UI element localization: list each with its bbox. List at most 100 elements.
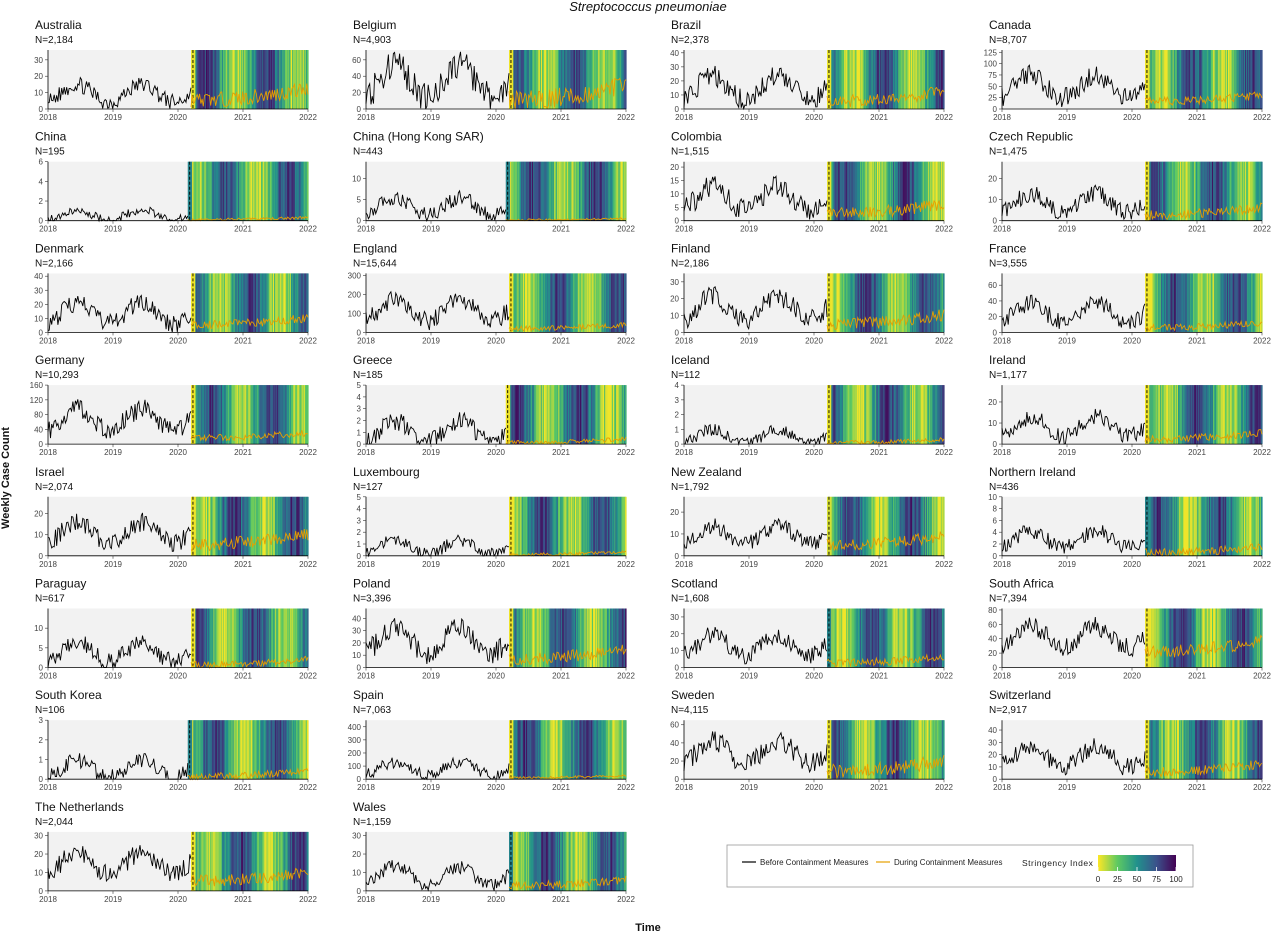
- stringency-band: [533, 273, 536, 333]
- stringency-band: [537, 720, 540, 780]
- stringency-band: [1166, 720, 1168, 780]
- stringency-band: [215, 608, 218, 668]
- stringency-band: [848, 608, 850, 668]
- stringency-band: [1202, 720, 1205, 780]
- stringency-band: [560, 273, 562, 333]
- stringency-band: [198, 385, 201, 445]
- stringency-band: [1159, 608, 1162, 668]
- stringency-band: [282, 161, 285, 221]
- stringency-band: [589, 385, 592, 445]
- stringency-band: [193, 608, 195, 668]
- panel-n-label: N=112: [671, 370, 700, 381]
- stringency-band: [209, 831, 211, 891]
- stringency-band: [583, 720, 586, 780]
- stringency-band: [228, 496, 230, 556]
- stringency-band: [1177, 50, 1180, 109]
- stringency-band: [588, 831, 591, 891]
- stringency-band: [196, 496, 198, 556]
- stringency-band: [507, 385, 510, 445]
- stringency-band: [255, 50, 258, 109]
- stringency-bands: [827, 608, 945, 668]
- stringency-band: [613, 496, 615, 556]
- stringency-band: [1192, 273, 1195, 333]
- stringency-band: [544, 50, 546, 109]
- stringency-band: [906, 385, 909, 445]
- stringency-band: [202, 496, 205, 556]
- stringency-band: [223, 385, 226, 445]
- panel-country-label: England: [353, 241, 397, 255]
- stringency-band: [267, 496, 270, 556]
- stringency-band: [192, 385, 194, 445]
- stringency-band: [869, 496, 872, 556]
- stringency-band: [851, 608, 854, 668]
- stringency-band: [260, 720, 263, 780]
- stringency-band: [840, 496, 843, 556]
- x-tick-label: 2022: [617, 336, 635, 345]
- stringency-band: [1160, 720, 1163, 780]
- stringency-band: [1177, 720, 1180, 780]
- stringency-band: [612, 831, 614, 891]
- stringency-band: [239, 720, 241, 780]
- stringency-band: [1258, 608, 1261, 668]
- stringency-band: [1260, 608, 1263, 668]
- stringency-band: [1239, 608, 1242, 668]
- stringency-band: [1197, 496, 1199, 556]
- panel-country-label: Sweden: [671, 688, 714, 702]
- stringency-band: [512, 161, 515, 221]
- stringency-band: [841, 720, 844, 780]
- stringency-band: [870, 720, 873, 780]
- stringency-band: [580, 831, 582, 891]
- legend: Before Containment Measures During Conta…: [726, 844, 1194, 888]
- series-before-line: [365, 189, 507, 223]
- stringency-band: [901, 161, 904, 221]
- stringency-band: [193, 496, 195, 556]
- stringency-band: [523, 720, 526, 780]
- stringency-band: [848, 161, 850, 221]
- series-during-line: [508, 77, 627, 110]
- stringency-band: [1145, 608, 1147, 668]
- x-tick-label: 2018: [993, 672, 1011, 681]
- stringency-band: [250, 273, 253, 333]
- stringency-band: [1208, 608, 1211, 668]
- stringency-band: [1149, 385, 1151, 445]
- stringency-band: [1217, 496, 1219, 556]
- stringency-band: [583, 608, 586, 668]
- stringency-band: [1183, 496, 1185, 556]
- stringency-band: [923, 496, 926, 556]
- y-tick-label: 0: [357, 440, 362, 449]
- stringency-band: [616, 720, 619, 780]
- stringency-band: [527, 385, 530, 445]
- stringency-band: [891, 496, 894, 556]
- stringency-band: [512, 608, 514, 668]
- stringency-band: [519, 385, 522, 445]
- stringency-band: [556, 720, 559, 780]
- stringency-band: [852, 161, 855, 221]
- series-during-line: [508, 875, 627, 891]
- stringency-band: [568, 50, 571, 109]
- stringency-band: [519, 496, 522, 556]
- stringency-band: [863, 608, 865, 668]
- stringency-band: [866, 385, 869, 445]
- x-tick-label: 2018: [357, 895, 375, 904]
- x-tick-label: 2018: [357, 672, 375, 681]
- x-tick-label: 2018: [993, 336, 1011, 345]
- x-tick-label: 2021: [552, 672, 570, 681]
- stringency-bands: [509, 273, 627, 333]
- y-tick-label: 20: [670, 630, 679, 639]
- stringency-band: [1259, 385, 1262, 445]
- stringency-band: [1249, 608, 1251, 668]
- stringency-band: [878, 50, 880, 109]
- stringency-band: [526, 720, 528, 780]
- stringency-band: [248, 608, 251, 668]
- stringency-band: [890, 496, 893, 556]
- stringency-band: [1209, 720, 1212, 780]
- stringency-band: [886, 273, 889, 333]
- stringency-band: [914, 273, 916, 333]
- stringency-band: [523, 496, 526, 556]
- stringency-band: [932, 273, 934, 333]
- stringency-band: [544, 496, 546, 556]
- stringency-band: [1251, 608, 1254, 668]
- stringency-band: [936, 496, 939, 556]
- stringency-band: [602, 831, 605, 891]
- x-tick-label: 2018: [993, 783, 1011, 792]
